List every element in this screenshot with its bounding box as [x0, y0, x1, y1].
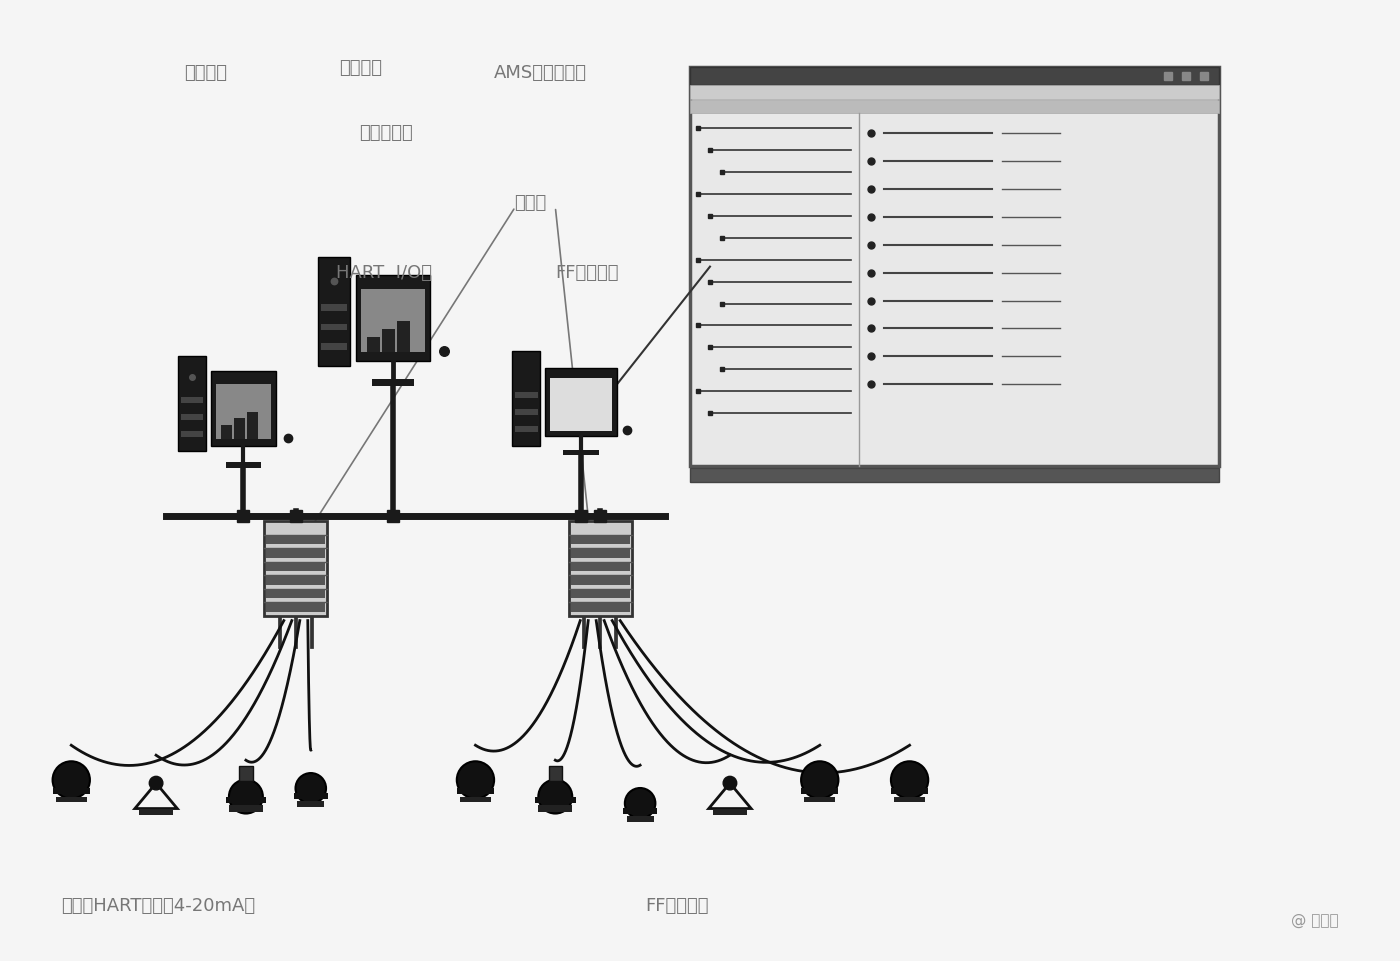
Text: HART  I/O卡: HART I/O卡	[336, 263, 431, 282]
FancyBboxPatch shape	[515, 393, 538, 399]
Circle shape	[624, 788, 655, 819]
FancyBboxPatch shape	[461, 797, 491, 802]
FancyBboxPatch shape	[321, 325, 347, 331]
FancyBboxPatch shape	[623, 807, 657, 814]
FancyBboxPatch shape	[801, 788, 839, 795]
FancyBboxPatch shape	[225, 462, 262, 469]
FancyBboxPatch shape	[549, 766, 561, 781]
FancyBboxPatch shape	[563, 451, 599, 456]
FancyBboxPatch shape	[356, 275, 430, 361]
FancyBboxPatch shape	[266, 590, 325, 599]
Circle shape	[53, 761, 90, 799]
FancyBboxPatch shape	[221, 426, 232, 439]
Circle shape	[150, 776, 162, 790]
FancyBboxPatch shape	[266, 604, 325, 612]
Text: 传统和HART设备（4-20mA）: 传统和HART设备（4-20mA）	[62, 896, 255, 914]
FancyBboxPatch shape	[321, 305, 347, 311]
FancyBboxPatch shape	[713, 809, 748, 816]
FancyBboxPatch shape	[318, 259, 350, 367]
FancyBboxPatch shape	[181, 431, 203, 437]
FancyBboxPatch shape	[539, 805, 573, 812]
Text: 控制器: 控制器	[514, 193, 546, 211]
FancyBboxPatch shape	[246, 412, 258, 439]
FancyBboxPatch shape	[361, 289, 424, 353]
Text: FF总线模块: FF总线模块	[556, 263, 619, 282]
Circle shape	[724, 776, 736, 790]
FancyBboxPatch shape	[550, 379, 612, 431]
Circle shape	[230, 779, 263, 814]
FancyBboxPatch shape	[805, 797, 834, 802]
FancyBboxPatch shape	[372, 380, 413, 386]
Circle shape	[295, 774, 326, 803]
FancyBboxPatch shape	[571, 536, 630, 545]
FancyBboxPatch shape	[690, 101, 1219, 114]
FancyBboxPatch shape	[895, 797, 925, 802]
FancyBboxPatch shape	[53, 788, 90, 795]
FancyBboxPatch shape	[216, 384, 270, 439]
Text: AMS设备管理站: AMS设备管理站	[494, 64, 587, 82]
Text: 工程师站: 工程师站	[185, 64, 227, 82]
FancyBboxPatch shape	[265, 522, 328, 616]
FancyBboxPatch shape	[627, 816, 654, 822]
FancyBboxPatch shape	[367, 337, 379, 353]
FancyBboxPatch shape	[211, 372, 276, 447]
Text: 操作员站: 操作员站	[339, 60, 382, 77]
FancyBboxPatch shape	[456, 788, 494, 795]
FancyBboxPatch shape	[571, 577, 630, 585]
Circle shape	[456, 761, 494, 799]
FancyBboxPatch shape	[690, 86, 1219, 100]
FancyBboxPatch shape	[515, 409, 538, 415]
FancyBboxPatch shape	[239, 766, 252, 781]
FancyBboxPatch shape	[234, 419, 245, 439]
Circle shape	[801, 761, 839, 799]
FancyBboxPatch shape	[512, 352, 540, 447]
FancyBboxPatch shape	[690, 469, 1219, 482]
FancyBboxPatch shape	[56, 797, 87, 802]
FancyBboxPatch shape	[571, 604, 630, 612]
FancyBboxPatch shape	[139, 809, 174, 816]
FancyBboxPatch shape	[297, 801, 325, 807]
FancyBboxPatch shape	[225, 798, 266, 803]
FancyBboxPatch shape	[535, 798, 575, 803]
FancyBboxPatch shape	[266, 550, 325, 558]
Text: FF总线设备: FF总线设备	[645, 896, 708, 914]
FancyBboxPatch shape	[266, 536, 325, 545]
FancyBboxPatch shape	[266, 577, 325, 585]
Text: 高速以太网: 高速以太网	[358, 124, 413, 142]
FancyBboxPatch shape	[396, 322, 410, 353]
FancyBboxPatch shape	[546, 369, 617, 436]
Text: @ 仪表圈: @ 仪表圈	[1291, 912, 1338, 927]
FancyBboxPatch shape	[321, 344, 347, 351]
FancyBboxPatch shape	[890, 788, 928, 795]
FancyBboxPatch shape	[181, 415, 203, 420]
FancyBboxPatch shape	[382, 330, 395, 353]
Circle shape	[539, 779, 573, 814]
FancyBboxPatch shape	[568, 522, 631, 616]
FancyBboxPatch shape	[571, 590, 630, 599]
FancyBboxPatch shape	[690, 68, 1219, 86]
FancyBboxPatch shape	[266, 563, 325, 572]
FancyBboxPatch shape	[181, 398, 203, 404]
FancyBboxPatch shape	[571, 550, 630, 558]
Circle shape	[890, 761, 928, 799]
FancyBboxPatch shape	[515, 427, 538, 432]
FancyBboxPatch shape	[294, 793, 328, 800]
FancyBboxPatch shape	[230, 805, 263, 812]
FancyBboxPatch shape	[571, 563, 630, 572]
FancyBboxPatch shape	[178, 357, 206, 452]
FancyBboxPatch shape	[690, 68, 1219, 466]
